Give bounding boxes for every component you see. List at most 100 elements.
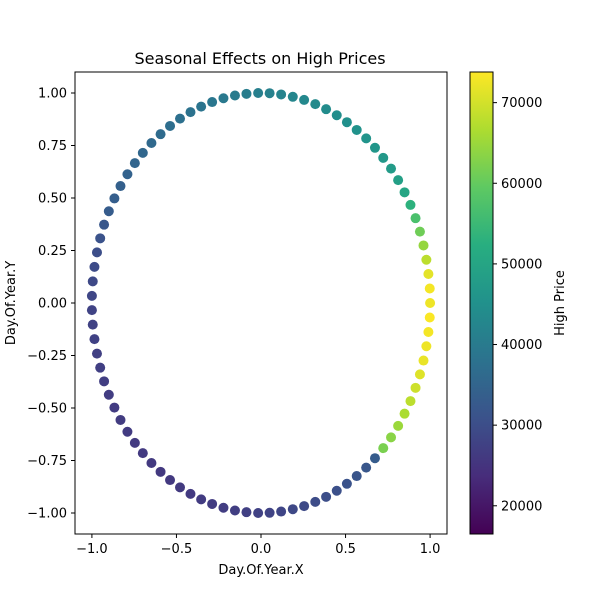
data-point [410,382,421,393]
data-point [218,93,229,104]
x-tick-label: −1.0 [76,542,108,557]
data-point [405,396,416,407]
data-point [287,504,298,515]
data-point [299,94,310,105]
y-tick-label: 0.25 [38,244,67,259]
data-point [99,219,110,230]
data-point [229,90,240,101]
x-axis: −1.0 −0.5 0.0 0.5 1.0 [76,534,440,557]
y-tick-label: 0.50 [38,192,67,207]
data-point [165,120,176,131]
data-point [207,498,218,509]
data-point [421,341,432,352]
data-point [229,505,240,516]
y-tick-label: −0.25 [27,349,67,364]
data-point [341,117,352,128]
data-point [253,88,264,98]
colorbar-gradient [470,72,493,534]
data-point [196,494,207,505]
data-point [310,99,321,110]
data-point [425,298,436,308]
data-point [185,107,196,118]
data-point [421,254,432,265]
data-point [393,175,404,186]
y-tick-label: 0.00 [38,297,67,312]
data-point [264,88,275,99]
data-point [386,432,397,443]
data-point [331,110,342,121]
data-point [87,276,98,287]
data-point [185,488,196,499]
chart-title: Seasonal Effects on High Prices [134,49,385,68]
data-point [423,269,434,280]
colorbar-tick-label: 50000 [501,257,542,272]
data-point [418,240,429,251]
data-point [95,233,106,244]
data-point [321,104,332,115]
data-point [95,362,106,373]
data-point [99,376,110,387]
x-tick-label: −0.5 [161,542,193,557]
data-point [86,305,97,316]
data-point [115,181,126,192]
data-point [424,312,435,323]
data-point [321,491,332,502]
y-axis-label: Day.Of.Year.Y [4,261,19,345]
data-point [129,437,140,448]
data-point [122,169,133,180]
data-point [351,471,362,482]
data-point [175,482,186,493]
data-point [87,319,98,330]
data-point [175,113,186,124]
data-point [109,193,120,204]
data-point [137,448,148,459]
data-point [218,502,229,513]
data-point [91,247,102,258]
x-tick-label: 0.0 [251,542,272,557]
data-point [146,137,157,148]
data-point [369,453,380,464]
data-point [86,290,97,301]
data-point [165,475,176,486]
x-axis-label: Day.Of.Year.X [218,563,303,578]
y-axis: 1.00 0.75 0.50 0.25 0.00 −0.25 −0.50 −0.75 −1.00 [27,87,75,522]
points-layer [86,88,436,518]
data-point [386,163,397,174]
data-point [378,152,389,163]
data-point [369,142,380,153]
colorbar: 20000 30000 40000 50000 60000 70000 High Pric… [469,71,568,535]
data-point [103,389,114,400]
y-tick-label: −1.00 [27,507,67,522]
y-tick-label: 0.75 [38,139,67,154]
colorbar-ticks: 20000 30000 40000 50000 60000 70000 [493,96,542,514]
data-point [115,414,126,425]
data-point [361,133,372,144]
colorbar-tick-label: 30000 [501,419,542,434]
data-point [351,124,362,135]
data-point [399,187,410,198]
colorbar-tick-label: 20000 [501,499,542,514]
data-point [276,506,287,517]
colorbar-tick-label: 60000 [501,177,542,192]
data-point [331,485,342,496]
data-point [146,458,157,469]
data-point [109,402,120,413]
data-point [414,369,425,380]
data-point [299,501,310,512]
data-point [129,158,140,169]
data-point [155,129,166,140]
data-point [89,261,100,272]
data-point [253,508,264,518]
colorbar-label: High Price [553,270,568,336]
data-point [410,213,421,224]
data-point [89,334,100,345]
data-point [122,426,133,437]
data-point [287,91,298,102]
data-point [423,326,434,337]
data-point [424,283,435,294]
y-tick-label: 1.00 [38,87,67,102]
data-point [155,466,166,477]
data-point [361,462,372,473]
data-point [276,89,287,100]
